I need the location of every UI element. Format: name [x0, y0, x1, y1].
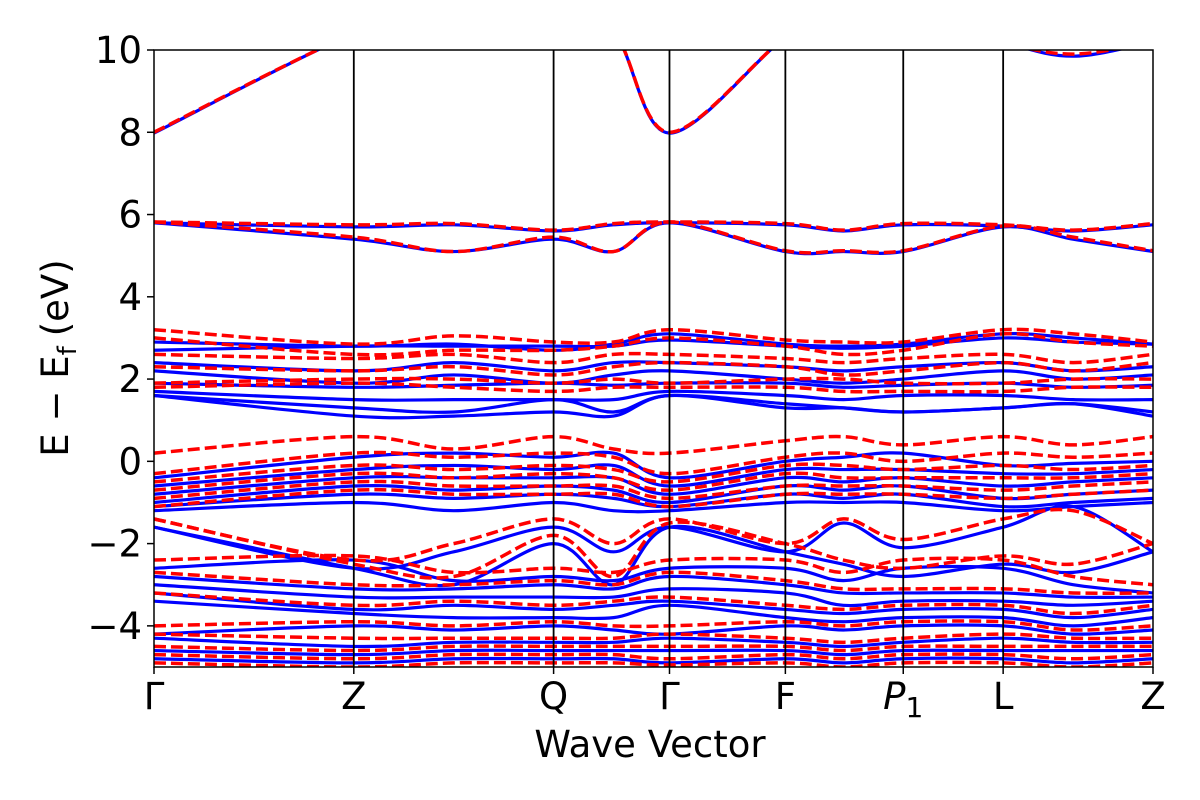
y-tick-label-6: 8: [118, 111, 142, 154]
y-tick-label-7: 10: [95, 29, 142, 72]
x-tick-label-text-7: Z: [1140, 675, 1165, 718]
x-tick-label-6: L: [993, 675, 1014, 718]
x-tick-label-text-6: L: [993, 675, 1014, 718]
x-tick-label-0: Γ: [144, 675, 165, 718]
x-tick-label-5: P1: [883, 675, 923, 724]
x-tick-label-sub-5: 1: [905, 691, 923, 724]
x-tick-label-text-1: Z: [341, 675, 366, 718]
dashed-band-7: [154, 376, 1153, 386]
y-tick-label-5: 6: [118, 194, 142, 237]
x-tick-label-text-4: F: [775, 675, 796, 718]
y-axis-label-unit: (eV): [34, 259, 77, 336]
y-tick-label-0: −4: [87, 605, 142, 648]
dashed-band-22: [154, 644, 1153, 653]
y-axis-label-subscript: f: [53, 345, 83, 355]
x-axis-label: Wave Vector: [534, 723, 766, 766]
dashed-band-24: [154, 660, 1153, 667]
x-tick-label-2: Q: [539, 675, 568, 718]
y-axis-label: E − Ef (eV): [34, 259, 83, 456]
y-tick-label-4: 4: [118, 276, 142, 319]
dashed-band-8: [154, 381, 1153, 394]
x-ticks: Γ Z Q Γ F P1 L Z: [144, 667, 1166, 724]
x-tick-label-text-5: P: [883, 675, 906, 718]
y-tick-label-1: −2: [87, 523, 142, 566]
x-tick-label-4: F: [775, 675, 796, 718]
x-tick-label-7: Z: [1140, 675, 1165, 718]
y-axis-label-main: E − E: [34, 355, 77, 456]
kpoint-lines: [352, 50, 1005, 667]
y-tick-label-3: 2: [118, 358, 142, 401]
dashed-band-0: [154, 50, 1120, 135]
y-ticks: −4 −2 0 2 4 6 8 10: [87, 29, 154, 648]
x-tick-label-1: Z: [341, 675, 366, 718]
dashed-band-23: [154, 652, 1153, 661]
x-tick-label-3: Γ: [659, 675, 680, 718]
x-tick-label-text-2: Q: [539, 675, 568, 718]
plot-frame: [153, 49, 1154, 668]
dashed-band-21: [154, 632, 1153, 645]
x-tick-label-text-3: Γ: [659, 675, 680, 718]
y-tick-label-2: 0: [118, 440, 142, 483]
x-tick-label-text-0: Γ: [144, 675, 165, 718]
